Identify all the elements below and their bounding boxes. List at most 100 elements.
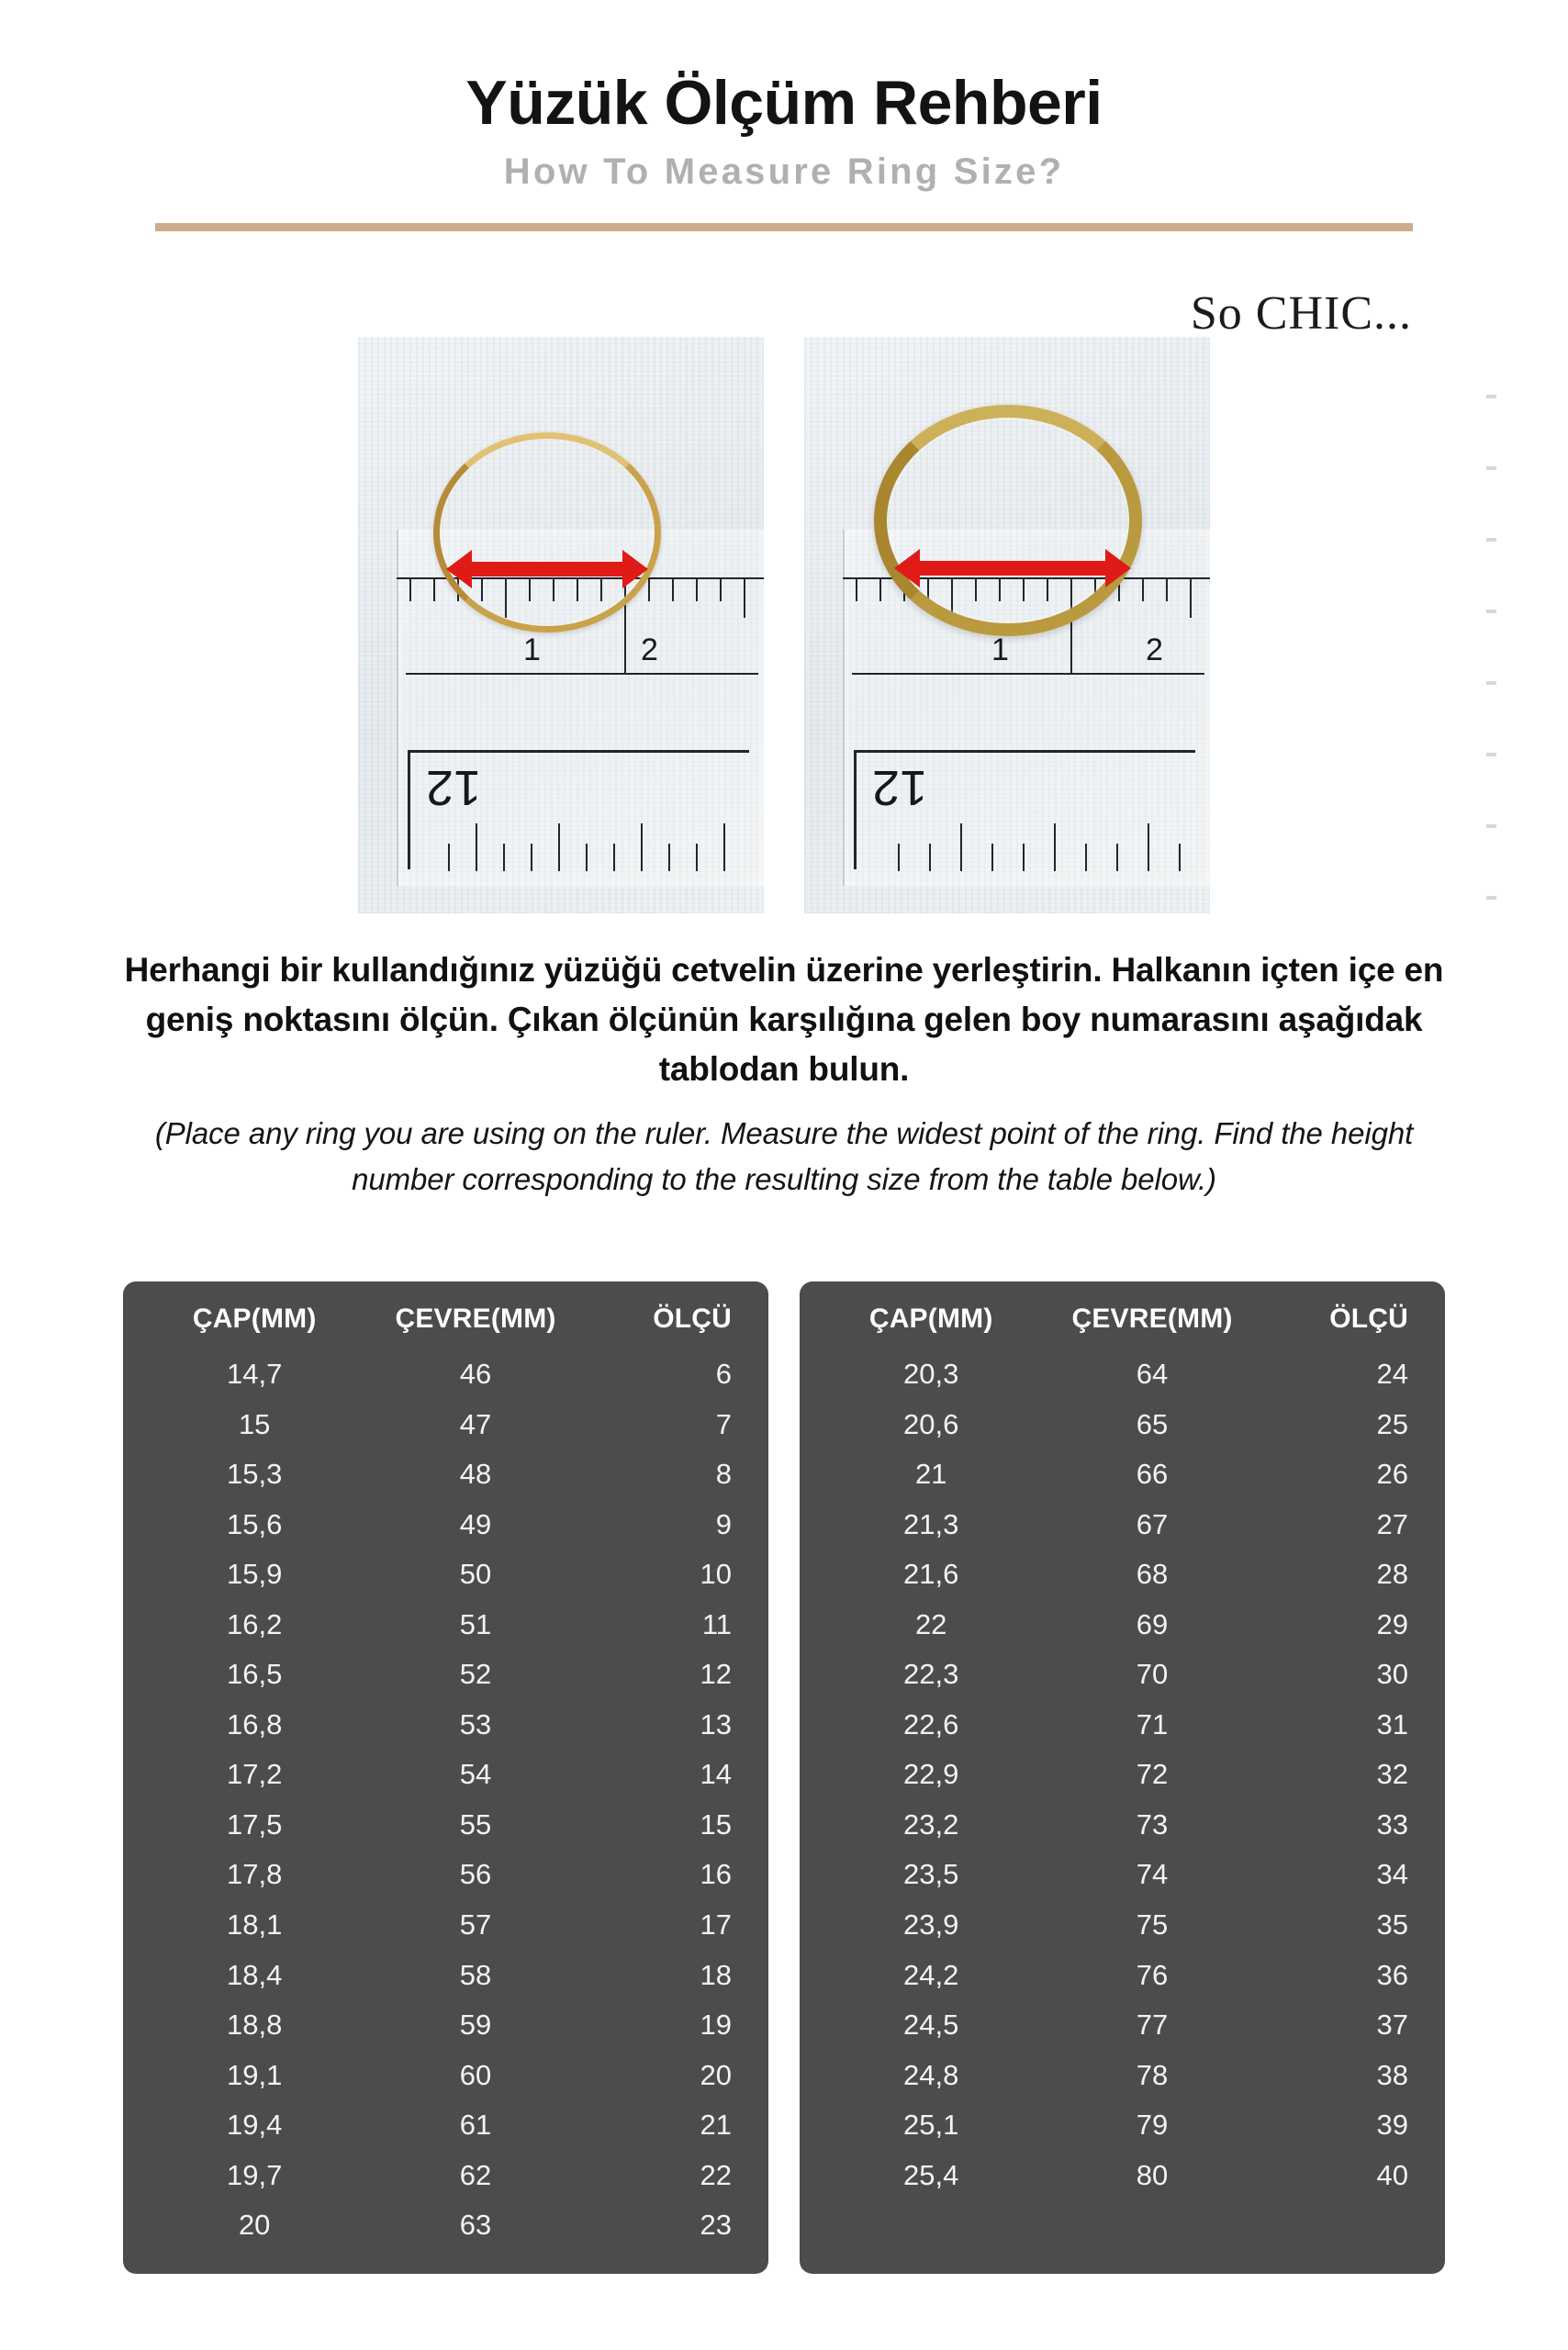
table-row: 19,1 60 20 [147,2051,745,2101]
cell-diameter: 24,5 [903,2009,959,2042]
cell-circumference: 51 [459,1607,492,1640]
table-row: 15,6 49 9 [147,1500,745,1550]
column-header-diameter: ÇAP(MM) [192,1304,317,1334]
cell-size: 23 [700,2209,732,2242]
size-table-right-grid: ÇAP(MM) ÇEVRE(MM) ÖLÇÜ 20,3 64 24 20,6 65 25 2… [823,1298,1421,2200]
cell-size: 18 [700,1958,732,1991]
cell-diameter: 24,8 [903,2058,959,2091]
cell-circumference: 73 [1136,1807,1169,1841]
instruction-turkish: Herhangi bir kullandığınız yüzüğü cetvel… [124,951,1444,1089]
cell-size: 40 [1376,2158,1408,2191]
cell-circumference: 61 [459,2109,492,2142]
cell-size: 25 [1376,1407,1408,1440]
cell-circumference: 72 [1136,1758,1169,1791]
table-row: 20,3 64 24 [823,1349,1421,1400]
table-row: 23,2 73 33 [823,1800,1421,1851]
cell-diameter: 20,3 [903,1358,959,1390]
table-row: 16,5 52 12 [147,1650,745,1700]
table-row: 21,6 68 28 [823,1550,1421,1600]
cell-size: 13 [700,1707,732,1740]
column-header-circumference: ÇEVRE(MM) [1071,1304,1233,1334]
cell-diameter: 17,2 [227,1758,283,1791]
table-row: 19,7 62 22 [147,2151,745,2201]
size-table-left: ÇAP(MM) ÇEVRE(MM) ÖLÇÜ 14,7 46 6 15 47 7 15,3 4… [123,1281,768,2275]
cell-size: 37 [1376,2009,1408,2042]
cell-circumference: 49 [459,1507,492,1540]
cell-circumference: 80 [1136,2158,1169,2191]
cell-size: 8 [715,1458,732,1491]
cell-circumference: 47 [459,1407,492,1440]
table-row: 23,5 74 34 [823,1850,1421,1900]
cell-diameter: 21,3 [903,1507,959,1540]
cell-diameter: 21 [914,1458,947,1491]
cell-diameter: 15 [238,1407,271,1440]
table-row: 14,7 46 6 [147,1349,745,1400]
cell-size: 22 [700,2158,732,2191]
ruler-bottom-number: 12 [426,760,482,815]
table-row: 25,4 80 40 [823,2151,1421,2201]
cell-size: 29 [1376,1607,1408,1640]
cell-size: 27 [1376,1507,1408,1540]
table-body-left: 14,7 46 6 15 47 7 15,3 48 8 15,6 49 9 15,9 50 10 16,2 51… [147,1349,745,2251]
table-row: 21 66 26 [823,1449,1421,1500]
cell-circumference: 69 [1136,1607,1169,1640]
table-row: 22 69 29 [823,1600,1421,1651]
table-row: 19,4 61 21 [147,2100,745,2151]
table-row: 24,2 76 36 [823,1951,1421,2001]
cell-circumference: 59 [459,2009,492,2042]
cell-size: 15 [700,1807,732,1841]
table-row: 23,9 75 35 [823,1900,1421,1951]
cell-circumference: 71 [1136,1707,1169,1740]
cell-circumference: 55 [459,1807,492,1841]
cell-circumference: 77 [1136,2009,1169,2042]
cell-size: 17 [700,1908,732,1942]
table-row: 24,5 77 37 [823,2000,1421,2051]
cell-diameter: 19,7 [227,2158,283,2191]
ruler-bottom-number: 12 [872,760,928,815]
cell-size: 21 [700,2109,732,2142]
ring-photo-gallery: 1 2 12 [0,337,1568,913]
cell-size: 11 [701,1607,732,1640]
cell-size: 32 [1376,1758,1408,1791]
cell-size: 28 [1376,1558,1408,1591]
cell-diameter: 17,8 [227,1858,283,1891]
cell-diameter: 16,5 [227,1658,283,1691]
ring-photo-thin: 1 2 12 [358,337,764,913]
cell-size: 9 [715,1507,732,1540]
cell-circumference: 60 [459,2058,492,2091]
cell-circumference: 56 [459,1858,492,1891]
cell-circumference: 48 [459,1458,492,1491]
cell-circumference: 58 [459,1958,492,1991]
column-header-size: ÖLÇÜ [653,1304,732,1334]
measure-arrow [894,549,1131,588]
cell-diameter: 23,5 [903,1858,959,1891]
measure-arrow [446,550,648,588]
cell-size: 19 [700,2009,732,2042]
table-row: 22,3 70 30 [823,1650,1421,1700]
cell-diameter: 15,3 [227,1458,283,1491]
column-header-size: ÖLÇÜ [1329,1304,1408,1334]
cell-diameter: 22 [914,1607,947,1640]
table-body-right: 20,3 64 24 20,6 65 25 21 66 26 21,3 67 27 21,6 68 28 22… [823,1349,1421,2200]
cell-circumference: 46 [459,1358,492,1390]
cell-diameter: 23,9 [903,1908,959,1942]
edge-tick-decoration [1484,395,1496,909]
ruler-scale-bottom: 12 [408,750,749,878]
table-row: 20,6 65 25 [823,1400,1421,1450]
cell-size: 34 [1376,1858,1408,1891]
cell-diameter: 24,2 [903,1958,959,1991]
table-row: 15,9 50 10 [147,1550,745,1600]
cell-circumference: 50 [459,1558,492,1591]
cell-circumference: 63 [459,2209,492,2242]
ruler-number-1: 1 [523,632,541,667]
table-row: 17,5 55 15 [147,1800,745,1851]
cell-circumference: 65 [1136,1407,1169,1440]
cell-circumference: 64 [1136,1358,1169,1390]
cell-circumference: 79 [1136,2109,1169,2142]
cell-diameter: 17,5 [227,1807,283,1841]
table-row: 22,6 71 31 [823,1700,1421,1751]
cell-diameter: 23,2 [903,1807,959,1841]
table-row: 18,1 57 17 [147,1900,745,1951]
cell-diameter: 22,9 [903,1758,959,1791]
